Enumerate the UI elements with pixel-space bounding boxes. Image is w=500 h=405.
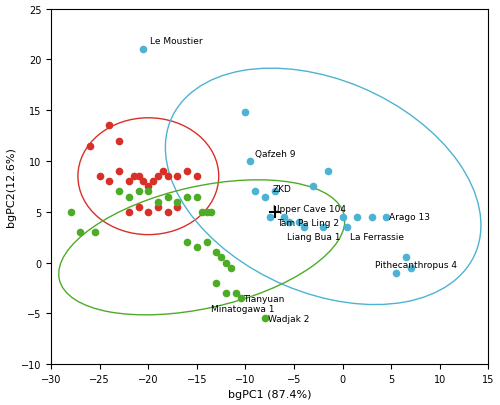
Text: Liang Bua 1: Liang Bua 1 [287, 232, 341, 241]
Text: Minatogawa 1: Minatogawa 1 [212, 304, 275, 313]
Text: Le Moustier: Le Moustier [150, 37, 203, 46]
Text: Arago 13: Arago 13 [389, 213, 430, 222]
X-axis label: bgPC1 (87.4%): bgPC1 (87.4%) [228, 390, 312, 399]
Text: Tianyuan: Tianyuan [244, 294, 285, 303]
Y-axis label: bgPC2(12.6%): bgPC2(12.6%) [6, 147, 16, 227]
Text: Upper Cave 104: Upper Cave 104 [272, 205, 345, 214]
Text: Pithecanthropus 4: Pithecanthropus 4 [374, 260, 456, 269]
Text: Qafzeh 9: Qafzeh 9 [255, 149, 296, 158]
Text: Wadjak 2: Wadjak 2 [268, 314, 309, 323]
Text: ZKD: ZKD [272, 185, 291, 194]
Text: Tam Pa Ling 2: Tam Pa Ling 2 [278, 218, 340, 227]
Text: La Ferrassie: La Ferrassie [350, 232, 405, 241]
